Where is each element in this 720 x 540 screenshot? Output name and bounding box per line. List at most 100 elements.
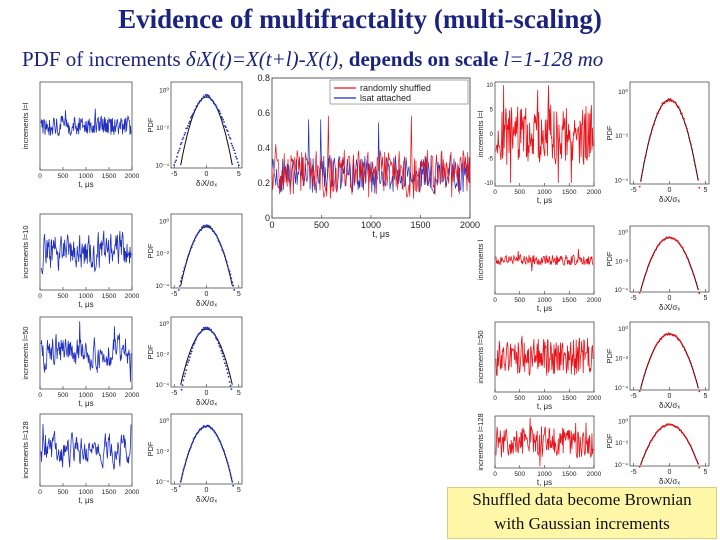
pdf-point — [219, 243, 222, 246]
blue-ts-10-panel: 0 500 1000 1500 2000 t, μs increments l=10 — [21, 213, 140, 309]
pdf-point — [222, 250, 224, 252]
x-tick-label: 0 — [205, 171, 209, 178]
pdf-point — [647, 446, 649, 448]
y-tick-label: -10 — [484, 181, 493, 187]
caption-line-2: with Gaussian increments — [494, 514, 670, 533]
y-axis-label: PDF — [146, 117, 155, 132]
pdf-point — [656, 245, 659, 248]
x-axis-label: t, μs — [537, 196, 552, 205]
pdf-point — [218, 241, 221, 243]
y-axis-label: PDF — [146, 441, 155, 456]
pdf-point — [174, 161, 176, 163]
pdf-point — [674, 334, 677, 337]
pdf-point — [668, 100, 671, 102]
pdf-point — [231, 281, 234, 284]
pdf-point — [221, 446, 224, 448]
pdf-point — [645, 450, 647, 452]
pdf-point — [695, 458, 698, 461]
legend-label: randomly shuffled — [360, 83, 431, 93]
y-tick-label: 10⁰ — [159, 417, 169, 425]
blue-ts-50-panel: 0 500 1000 1500 2000 t, μs increments l=50 — [21, 316, 140, 408]
y-axis-label: increments l=l — [476, 110, 485, 157]
pdf-point — [219, 112, 222, 115]
x-axis-label: δₗX/σₓ — [659, 195, 680, 204]
pdf-point — [176, 155, 178, 158]
pdf-point — [189, 446, 192, 449]
pdf-point — [659, 107, 662, 110]
y-tick-label: 10⁻² — [615, 440, 629, 447]
pdf-point — [683, 117, 685, 120]
pdf-point — [644, 453, 646, 455]
pdf-point — [666, 334, 669, 336]
series-line — [40, 321, 132, 382]
pdf-point — [184, 265, 187, 267]
pdf-point — [677, 427, 680, 430]
pdf-point — [674, 101, 677, 104]
pdf-point — [201, 426, 204, 429]
pdf-point — [694, 455, 696, 458]
pdf-point — [183, 465, 186, 468]
pdf-point — [214, 336, 217, 339]
pdf-point — [192, 344, 195, 346]
x-tick-label: -5 — [630, 469, 636, 476]
pdf-point — [196, 233, 199, 236]
pdf-point — [691, 365, 693, 368]
y-tick-label: 10⁻⁴ — [615, 462, 629, 469]
pdf-point — [190, 443, 193, 446]
x-axis-label: t, μs — [78, 300, 93, 309]
pdf-point — [649, 357, 651, 360]
x-axis-label: δₗX/σₓ — [196, 299, 217, 308]
pdf-point — [683, 433, 685, 436]
pdf-point — [182, 270, 185, 273]
x-tick-label: 2000 — [125, 173, 140, 180]
blue-pdf-1-panel: -5 0 5 10⁰ 10⁻² 10⁻⁴ δₗX/σₓ PDF — [146, 81, 243, 188]
y-tick-label: 10⁻⁴ — [156, 283, 170, 290]
pdf-point — [220, 245, 223, 248]
pdf-point — [224, 362, 226, 365]
x-tick-label: 500 — [514, 471, 525, 478]
pdf-point — [222, 448, 224, 450]
pdf-point — [221, 117, 224, 119]
pdf-point — [641, 379, 644, 382]
pdf-point — [648, 139, 650, 141]
pdf-point — [667, 332, 670, 335]
pdf-point — [193, 342, 196, 345]
pdf-point — [687, 355, 689, 358]
pdf-point — [650, 355, 652, 358]
x-tick-label: 5 — [237, 487, 241, 494]
pdf-point — [233, 288, 236, 291]
x-tick-label: -5 — [171, 291, 177, 298]
series-line — [495, 335, 594, 377]
pdf-point — [219, 346, 222, 349]
pdf-point — [687, 440, 689, 443]
caption-box: Shuffled data become Brownian with Gauss… — [447, 487, 717, 539]
pdf-point — [695, 169, 698, 171]
pdf-point — [200, 331, 202, 333]
pdf-point — [191, 347, 194, 349]
plot-frame — [629, 415, 710, 467]
blue-pdf-128-panel: -5 0 5 10⁰ 10⁻² 10⁻⁴ δₗX/σₓ PDF — [146, 413, 243, 504]
pdf-point — [651, 128, 653, 131]
x-tick-label: 1500 — [562, 395, 577, 402]
pdf-point — [660, 427, 663, 429]
pdf-point — [228, 270, 231, 273]
x-axis-label: t, μs — [78, 180, 93, 189]
x-tick-label: 2000 — [587, 189, 602, 196]
pdf-point — [180, 477, 183, 480]
y-axis-label: PDF — [605, 348, 614, 363]
y-axis-label: PDF — [605, 125, 614, 140]
pdf-point — [189, 116, 192, 119]
pdf-point — [218, 345, 221, 347]
x-tick-label: 500 — [58, 392, 69, 399]
y-tick-label: 10⁻² — [615, 258, 629, 265]
x-tick-label: 0 — [205, 390, 209, 397]
pdf-point — [646, 148, 648, 151]
pdf-point — [641, 281, 644, 284]
pdf-point — [179, 143, 182, 146]
blue-pdf-50-panel: -5 0 5 10⁰ 10⁻² 10⁻⁴ δₗX/σₓ PDF — [146, 316, 243, 407]
x-tick-label: 0 — [205, 291, 209, 298]
pdf-point — [660, 105, 663, 107]
pdf-point — [194, 108, 197, 111]
y-tick-label: 10⁻² — [615, 355, 629, 362]
pdf-point — [654, 346, 656, 348]
